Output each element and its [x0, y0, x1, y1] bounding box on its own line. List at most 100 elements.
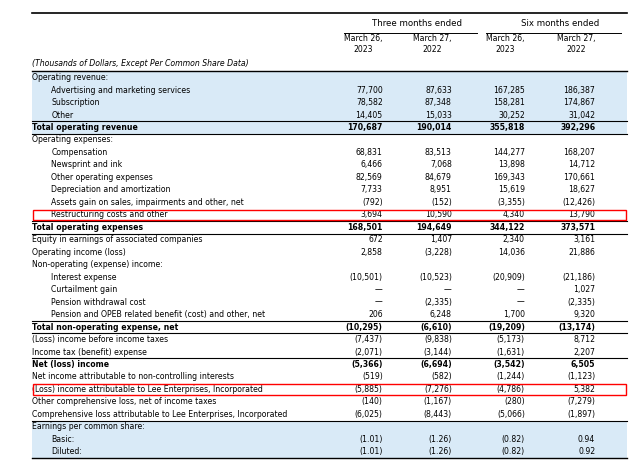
Text: 6,248: 6,248 — [430, 310, 452, 319]
Text: Operating income (loss): Operating income (loss) — [32, 248, 125, 257]
Text: 158,281: 158,281 — [493, 98, 525, 107]
Text: 31,042: 31,042 — [568, 110, 595, 119]
Text: Other: Other — [51, 110, 74, 119]
Text: 21,886: 21,886 — [568, 248, 595, 257]
Text: (7,437): (7,437) — [355, 335, 383, 344]
Text: (12,426): (12,426) — [562, 198, 595, 207]
Text: 13,790: 13,790 — [568, 210, 595, 219]
Text: (Thousands of Dollars, Except Per Common Share Data): (Thousands of Dollars, Except Per Common… — [32, 60, 248, 69]
Text: (280): (280) — [504, 397, 525, 407]
Bar — [32, 84, 627, 96]
Text: (6,694): (6,694) — [420, 360, 452, 369]
Text: Basic:: Basic: — [51, 435, 74, 444]
Text: 144,277: 144,277 — [493, 148, 525, 157]
Text: 5,382: 5,382 — [573, 385, 595, 394]
Text: (7,279): (7,279) — [567, 397, 595, 407]
Text: Interest expense: Interest expense — [51, 273, 116, 282]
Bar — [32, 421, 627, 433]
Text: (1.26): (1.26) — [429, 447, 452, 456]
Bar — [33, 384, 626, 395]
Text: (152): (152) — [431, 198, 452, 207]
Text: Curtailment gain: Curtailment gain — [51, 285, 118, 294]
Text: 2,340: 2,340 — [503, 235, 525, 244]
Text: 2,858: 2,858 — [361, 248, 383, 257]
Text: 168,207: 168,207 — [563, 148, 595, 157]
Text: March 27,
2022: March 27, 2022 — [413, 34, 452, 54]
Text: Comprehensive loss attributable to Lee Enterprises, Incorporated: Comprehensive loss attributable to Lee E… — [32, 410, 287, 419]
Text: (10,295): (10,295) — [346, 323, 383, 332]
Text: March 26,
2023: March 26, 2023 — [486, 34, 525, 54]
Text: —: — — [444, 285, 452, 294]
Text: 13,898: 13,898 — [498, 160, 525, 169]
Text: Non-operating (expense) income:: Non-operating (expense) income: — [32, 260, 163, 269]
Text: (519): (519) — [362, 372, 383, 381]
Text: (792): (792) — [362, 198, 383, 207]
Text: 78,582: 78,582 — [356, 98, 383, 107]
Text: 10,590: 10,590 — [425, 210, 452, 219]
Text: (3,228): (3,228) — [424, 248, 452, 257]
Text: 18,627: 18,627 — [568, 185, 595, 194]
Text: 15,033: 15,033 — [425, 110, 452, 119]
Text: Operating revenue:: Operating revenue: — [32, 73, 108, 82]
Text: Subscription: Subscription — [51, 98, 100, 107]
Text: Pension and OPEB related benefit (cost) and other, net: Pension and OPEB related benefit (cost) … — [51, 310, 266, 319]
Text: Diluted:: Diluted: — [51, 447, 82, 456]
Bar — [32, 109, 627, 121]
Text: 14,405: 14,405 — [356, 110, 383, 119]
Text: (582): (582) — [431, 372, 452, 381]
Text: 68,831: 68,831 — [356, 148, 383, 157]
Text: 8,951: 8,951 — [430, 185, 452, 194]
Text: Other operating expenses: Other operating expenses — [51, 173, 153, 182]
Text: 3,161: 3,161 — [573, 235, 595, 244]
Text: (Loss) income attributable to Lee Enterprises, Incorporated: (Loss) income attributable to Lee Enterp… — [32, 385, 263, 394]
Text: 4,340: 4,340 — [502, 210, 525, 219]
Text: (Loss) income before income taxes: (Loss) income before income taxes — [32, 335, 168, 344]
Text: 1,027: 1,027 — [573, 285, 595, 294]
Text: 186,387: 186,387 — [563, 86, 595, 95]
Text: Operating expenses:: Operating expenses: — [32, 136, 113, 145]
Text: (7,276): (7,276) — [424, 385, 452, 394]
Text: March 26,
2023: March 26, 2023 — [344, 34, 383, 54]
Text: 2,207: 2,207 — [573, 347, 595, 357]
Text: 14,712: 14,712 — [568, 160, 595, 169]
Text: 6,505: 6,505 — [571, 360, 595, 369]
Text: (10,501): (10,501) — [349, 273, 383, 282]
Text: 169,343: 169,343 — [493, 173, 525, 182]
Text: (1.01): (1.01) — [359, 447, 383, 456]
Text: Pension withdrawal cost: Pension withdrawal cost — [51, 298, 146, 307]
Text: 15,619: 15,619 — [498, 185, 525, 194]
Text: 7,733: 7,733 — [361, 185, 383, 194]
Text: Compensation: Compensation — [51, 148, 108, 157]
Text: March 27,
2022: March 27, 2022 — [557, 34, 595, 54]
Text: 87,348: 87,348 — [425, 98, 452, 107]
Text: 0.94: 0.94 — [578, 435, 595, 444]
Text: 194,649: 194,649 — [417, 223, 452, 232]
Text: 8,712: 8,712 — [573, 335, 595, 344]
Text: —: — — [517, 285, 525, 294]
Text: 77,700: 77,700 — [356, 86, 383, 95]
Text: 373,571: 373,571 — [560, 223, 595, 232]
Text: 84,679: 84,679 — [425, 173, 452, 182]
Text: Restructuring costs and other: Restructuring costs and other — [51, 210, 168, 219]
Text: (6,610): (6,610) — [420, 323, 452, 332]
Text: (8,443): (8,443) — [424, 410, 452, 419]
Text: 168,501: 168,501 — [348, 223, 383, 232]
Text: Assets gain on sales, impairments and other, net: Assets gain on sales, impairments and ot… — [51, 198, 244, 207]
Text: (1,244): (1,244) — [497, 372, 525, 381]
Text: (9,838): (9,838) — [424, 335, 452, 344]
Text: —: — — [517, 298, 525, 307]
Text: (140): (140) — [362, 397, 383, 407]
Text: (3,542): (3,542) — [493, 360, 525, 369]
Text: Net (loss) income: Net (loss) income — [32, 360, 109, 369]
Text: (6,025): (6,025) — [355, 410, 383, 419]
Text: —: — — [375, 298, 383, 307]
Text: (1,167): (1,167) — [424, 397, 452, 407]
Bar — [32, 121, 627, 134]
Text: Total operating revenue: Total operating revenue — [32, 123, 138, 132]
Text: (13,174): (13,174) — [558, 323, 595, 332]
Text: 206: 206 — [368, 310, 383, 319]
Text: (5,173): (5,173) — [497, 335, 525, 344]
Text: (3,355): (3,355) — [497, 198, 525, 207]
Text: (0.82): (0.82) — [502, 447, 525, 456]
Text: (1,897): (1,897) — [567, 410, 595, 419]
